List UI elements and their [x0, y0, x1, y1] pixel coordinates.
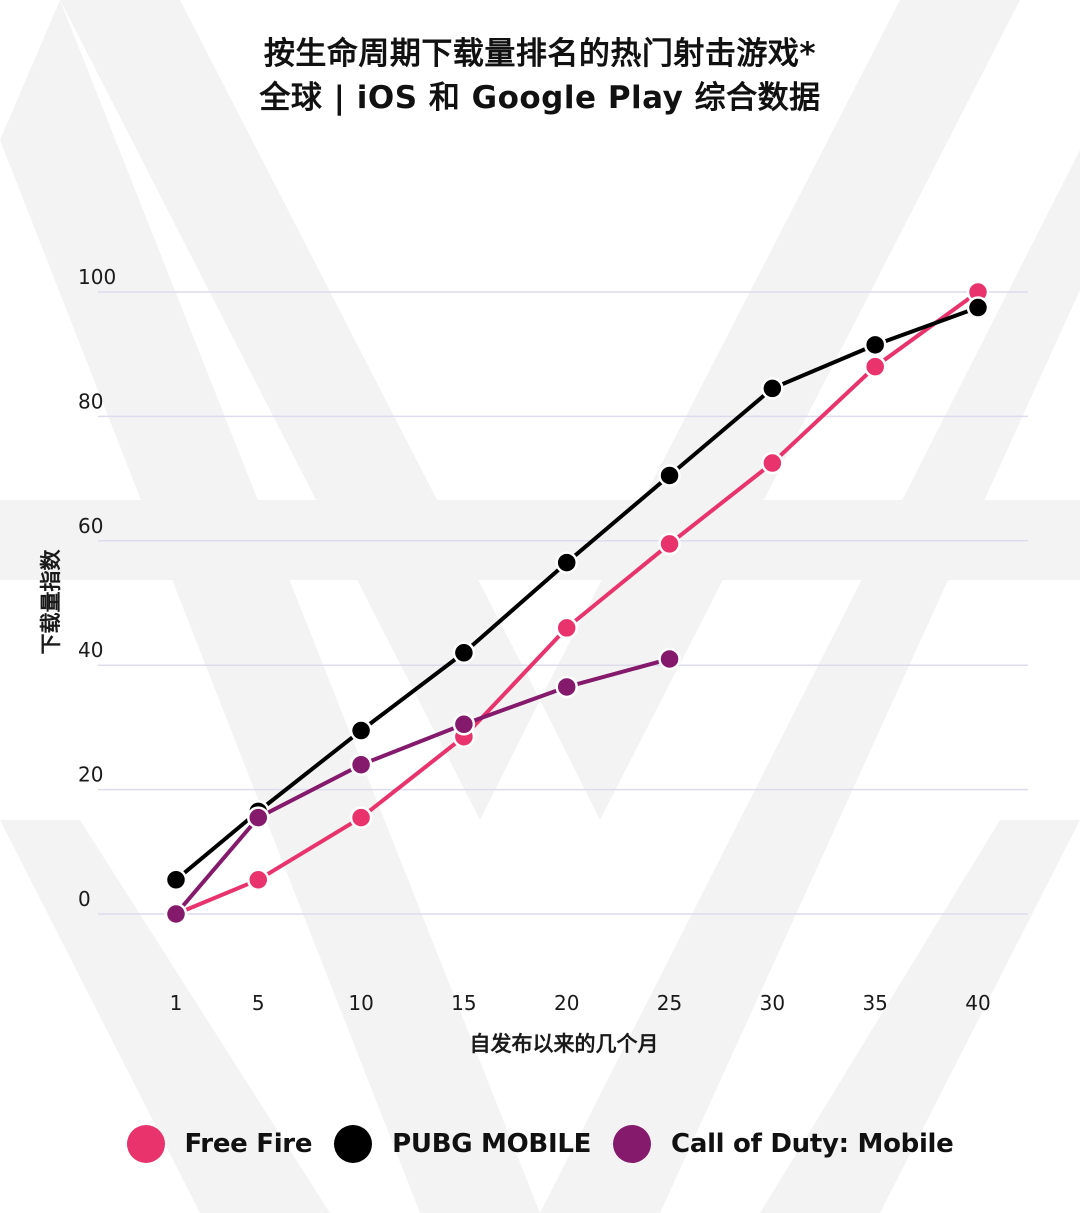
x-tick-label: 15: [451, 991, 476, 1015]
y-tick-label: 80: [78, 389, 103, 413]
legend-label: Call of Duty: Mobile: [671, 1129, 954, 1159]
legend-swatch: [613, 1125, 652, 1163]
x-tick-label: 30: [760, 991, 785, 1015]
series-line-call-of-duty-mobile: [174, 656, 672, 916]
data-point-pubg-mobile: [452, 641, 476, 665]
chart-title-line-1: 按生命周期下载量排名的热门射击游戏*: [263, 36, 817, 72]
data-point-free-fire: [555, 616, 578, 640]
x-tick-label: 5: [252, 991, 265, 1015]
data-point-free-fire: [658, 532, 681, 556]
data-point-call-of-duty-mobile: [658, 647, 681, 671]
data-point-pubg-mobile: [658, 464, 681, 487]
data-point-pubg-mobile: [863, 333, 887, 357]
y-tick-label: 20: [78, 763, 103, 787]
legend-item-pubg-mobile: PUBG MOBILE: [334, 1125, 591, 1163]
chart-title-line-2: 全球 | iOS 和 Google Play 综合数据: [259, 80, 821, 116]
series-line-pubg-mobile: [174, 305, 980, 882]
data-point-pubg-mobile: [761, 377, 784, 400]
x-axis-label: 自发布以来的几个月: [470, 1032, 659, 1056]
x-tick-label: 35: [862, 991, 887, 1015]
data-point-call-of-duty-mobile: [452, 713, 476, 736]
data-point-call-of-duty-mobile: [164, 902, 188, 926]
data-point-free-fire: [349, 806, 373, 829]
data-point-call-of-duty-mobile: [555, 675, 578, 699]
chart-title: 按生命周期下载量排名的热门射击游戏* 全球 | iOS 和 Google Pla…: [0, 32, 1080, 120]
x-tick-label: 20: [554, 991, 579, 1015]
y-tick-label: 40: [78, 638, 103, 662]
y-tick-label: 60: [78, 514, 103, 538]
legend-swatch: [126, 1125, 165, 1163]
x-tick-label: 25: [657, 991, 682, 1015]
legend-item-call-of-duty-mobile: Call of Duty: Mobile: [613, 1125, 954, 1163]
x-tick-label: 10: [348, 991, 373, 1015]
y-tick-label: 0: [78, 887, 91, 911]
data-point-call-of-duty-mobile: [247, 806, 270, 829]
data-point-pubg-mobile: [349, 719, 373, 742]
data-point-call-of-duty-mobile: [349, 753, 373, 776]
legend-swatch: [334, 1125, 373, 1163]
legend-label: PUBG MOBILE: [392, 1129, 592, 1159]
data-point-pubg-mobile: [164, 868, 188, 892]
y-tick-label: 100: [78, 265, 116, 289]
data-point-free-fire: [863, 355, 887, 378]
series-line-free-fire: [174, 290, 980, 916]
legend-item-free-fire: Free Fire: [126, 1125, 313, 1163]
legend-label: Free Fire: [184, 1129, 313, 1159]
data-point-pubg-mobile: [555, 551, 578, 574]
data-point-free-fire: [247, 868, 270, 892]
data-point-pubg-mobile: [966, 296, 990, 319]
y-axis-label: 下载量指数: [39, 549, 63, 655]
data-point-free-fire: [761, 451, 784, 475]
chart-legend: Free Fire PUBG MOBILE Call of Duty: Mobile: [0, 1120, 1080, 1168]
x-tick-label: 40: [965, 991, 990, 1015]
x-tick-label: 1: [170, 991, 183, 1015]
